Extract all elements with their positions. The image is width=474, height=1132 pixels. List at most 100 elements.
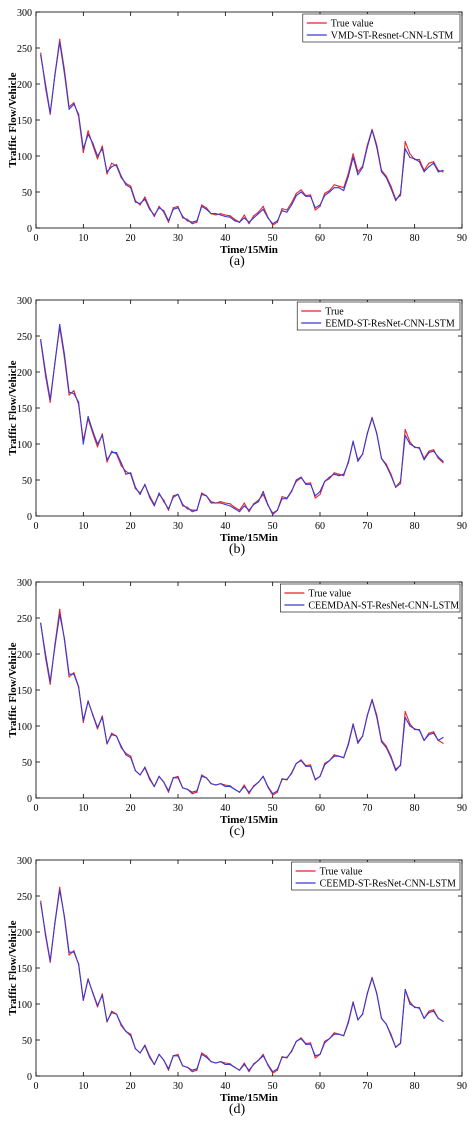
data-point xyxy=(153,505,155,507)
data-point xyxy=(385,177,387,179)
data-point xyxy=(106,173,108,175)
data-point xyxy=(125,1030,127,1032)
x-tick-label: 0 xyxy=(34,233,39,244)
x-tick-label: 10 xyxy=(78,521,88,532)
data-point xyxy=(286,498,288,500)
caption-c: (c) xyxy=(229,824,245,839)
legend-label-1: EEMD-ST-ResNet-CNN-LSTM xyxy=(325,319,455,330)
data-point xyxy=(63,72,65,74)
data-point xyxy=(234,1066,236,1068)
data-point xyxy=(253,503,255,506)
data-point xyxy=(68,673,70,675)
data-point xyxy=(380,171,383,173)
data-point xyxy=(433,732,435,734)
legend-label-0: True value xyxy=(331,19,374,30)
chart-panel-d: 0 50 100 150 200 250 300 0 10 20 30 40 50 60 70 80 90 Tim… xyxy=(0,848,474,1131)
data-point xyxy=(423,171,425,173)
data-point xyxy=(224,502,226,504)
data-point xyxy=(134,486,136,488)
data-point xyxy=(111,732,113,734)
data-point xyxy=(272,224,274,226)
data-point xyxy=(229,505,231,507)
data-point xyxy=(130,1033,132,1035)
data-point xyxy=(248,793,250,795)
y-tick-label: 50 xyxy=(22,188,32,199)
data-point xyxy=(115,735,118,737)
data-point xyxy=(428,734,430,736)
data-point xyxy=(158,205,160,207)
data-point xyxy=(177,1055,179,1057)
data-point xyxy=(437,739,439,741)
x-tick-label: 30 xyxy=(173,521,183,532)
x-tick-label: 0 xyxy=(34,803,39,814)
data-point xyxy=(186,220,189,222)
data-point xyxy=(343,187,345,189)
data-point xyxy=(40,339,42,341)
data-point xyxy=(111,734,113,736)
y-tick-label: 50 xyxy=(22,758,32,769)
x-axis-label: Time/15Min xyxy=(220,814,278,826)
data-point xyxy=(243,217,245,219)
data-point xyxy=(300,1037,302,1040)
data-point xyxy=(130,472,132,474)
data-point xyxy=(380,741,383,743)
data-point xyxy=(59,41,61,43)
data-point xyxy=(106,459,108,461)
data-point xyxy=(428,452,430,454)
data-point xyxy=(324,764,326,766)
data-point xyxy=(291,772,293,775)
series-line-1 xyxy=(40,889,444,1073)
data-point xyxy=(82,151,84,153)
data-point xyxy=(300,759,302,762)
data-point xyxy=(262,205,264,207)
data-point xyxy=(376,433,378,435)
data-point xyxy=(59,323,61,326)
data-point xyxy=(333,184,335,186)
data-point xyxy=(196,509,198,511)
data-point xyxy=(338,187,340,189)
x-axis-label: Time/15Min xyxy=(220,532,278,544)
data-point xyxy=(158,775,160,777)
data-point xyxy=(87,978,89,981)
data-point xyxy=(428,1010,430,1012)
data-point xyxy=(286,1056,288,1058)
data-point xyxy=(149,496,151,498)
data-point xyxy=(276,220,278,222)
y-tick-label: 0 xyxy=(27,512,32,523)
data-point xyxy=(191,1071,193,1073)
data-point xyxy=(73,950,75,952)
data-point xyxy=(281,498,283,500)
data-point xyxy=(191,791,193,793)
legend-label-1: CEEMDAN-ST-ResNet-CNN-LSTM xyxy=(308,601,459,612)
data-point xyxy=(404,434,406,436)
data-point xyxy=(111,162,113,164)
x-tick-label: 50 xyxy=(268,803,278,814)
data-point xyxy=(314,1057,316,1059)
data-point xyxy=(324,1042,326,1044)
y-tick-label: 150 xyxy=(17,686,32,697)
data-point xyxy=(49,961,51,963)
data-point xyxy=(87,130,89,132)
data-point xyxy=(276,509,278,511)
data-point xyxy=(433,449,435,451)
y-tick-label: 0 xyxy=(27,224,32,235)
data-point xyxy=(395,1046,397,1048)
data-point xyxy=(229,1063,231,1066)
data-point xyxy=(115,452,118,454)
data-point xyxy=(149,208,151,210)
chart-a: 0 50 100 150 200 250 300 0 10 20 30 40 50 60 70 80 90 Tim… xyxy=(7,8,467,256)
data-point xyxy=(437,171,439,173)
data-point xyxy=(357,1019,359,1021)
data-point xyxy=(106,1020,108,1022)
data-point xyxy=(220,1061,222,1063)
data-point xyxy=(433,162,435,164)
data-point xyxy=(248,1069,250,1071)
data-point xyxy=(201,1052,203,1054)
data-point xyxy=(96,728,99,730)
data-point xyxy=(177,493,179,495)
data-point xyxy=(433,161,435,163)
legend-label-1: VMD-ST-Resnet-CNN-LSTM xyxy=(331,31,454,42)
y-tick-label: 100 xyxy=(17,722,32,733)
data-point xyxy=(276,1069,278,1071)
data-point xyxy=(177,775,179,777)
